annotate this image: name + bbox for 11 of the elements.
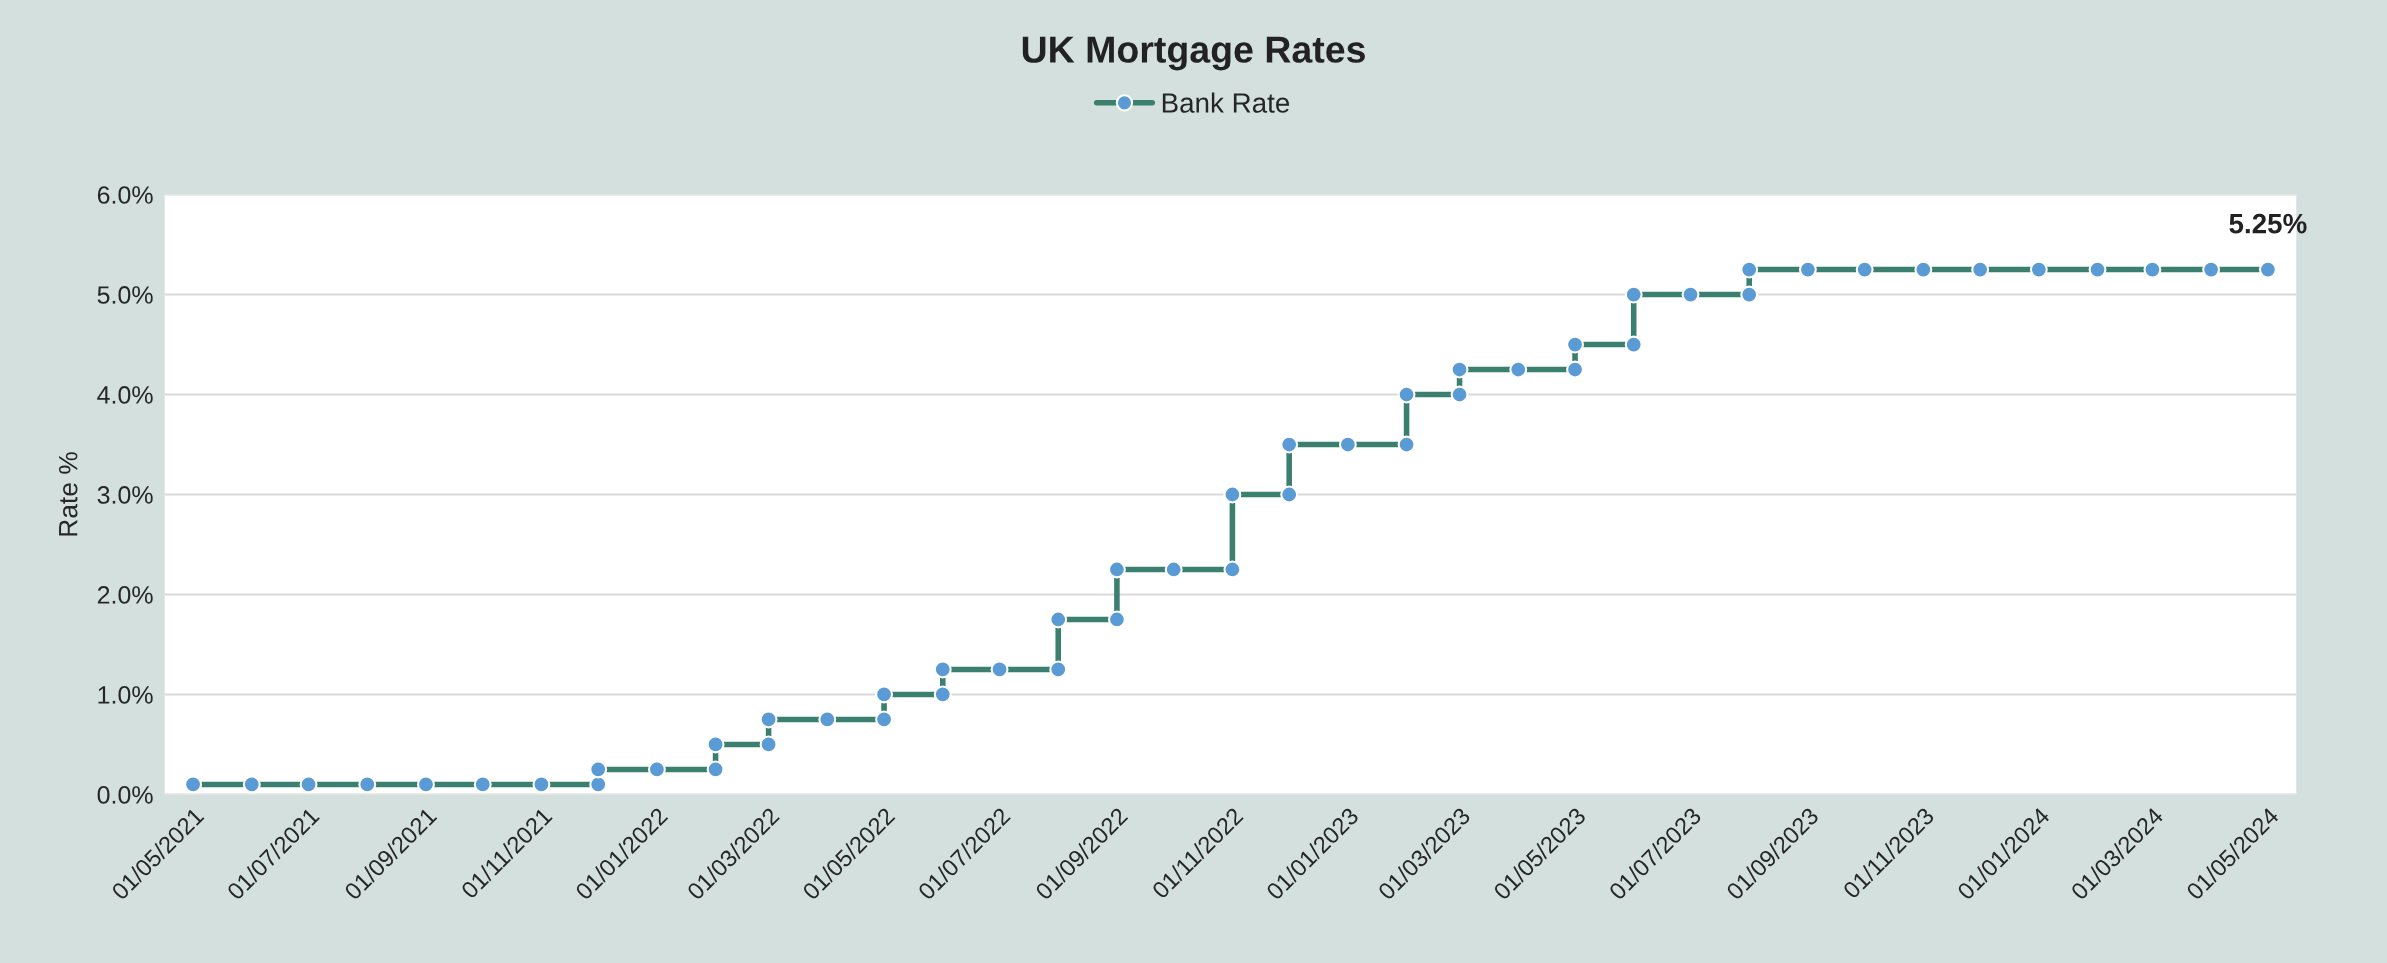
legend-label: Bank Rate	[1162, 92, 1290, 113]
chart-title: UK Mortgage Rates	[1022, 36, 1365, 71]
y-tick-label: 0.0%	[97, 786, 153, 804]
y-axis-title: Rate %	[58, 452, 78, 536]
y-tick-label: 5.0%	[97, 286, 153, 304]
y-tick-label: 4.0%	[97, 386, 153, 404]
y-tick-label: 2.0%	[97, 586, 153, 604]
y-tick-label: 1.0%	[98, 686, 153, 704]
y-tick-label: 3.0%	[97, 486, 153, 504]
data-label: 5.25%	[2229, 213, 2307, 234]
y-tick-label: 6.0%	[97, 186, 153, 204]
